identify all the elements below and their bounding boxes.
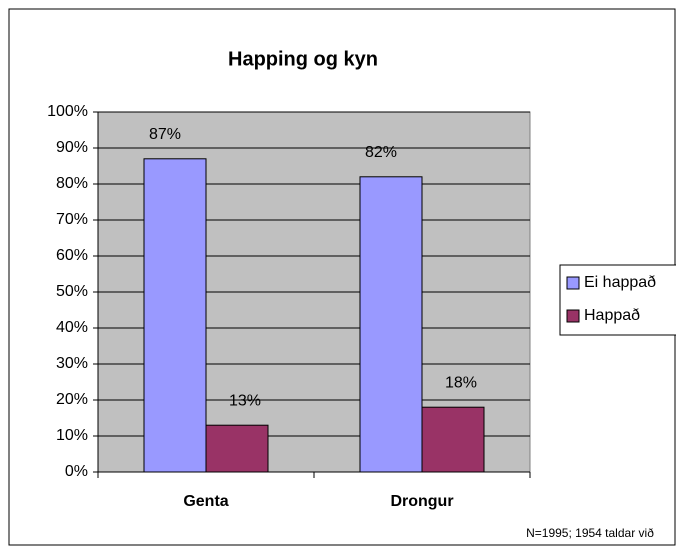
data-label: 13% (229, 392, 261, 409)
x-tick-label: Genta (183, 493, 228, 510)
y-tick-label: 60% (56, 247, 88, 264)
legend-swatch (566, 309, 580, 323)
y-tick-label: 50% (56, 283, 88, 300)
bar (421, 406, 485, 473)
bar (359, 176, 423, 473)
y-tick-label: 40% (56, 319, 88, 336)
data-label: 82% (365, 144, 397, 161)
legend-swatch (566, 276, 580, 290)
data-label: 87% (149, 126, 181, 143)
y-tick-label: 10% (56, 427, 88, 444)
legend-box (559, 264, 676, 336)
y-tick-label: 90% (56, 139, 88, 156)
annotation: N=1995; 1954 taldar við (526, 526, 654, 540)
legend-label: Ei happað (584, 274, 656, 291)
chart-title: Happing og kyn (228, 48, 378, 70)
y-tick-label: 30% (56, 355, 88, 372)
bar (205, 424, 269, 473)
x-tick-label: Drongur (390, 493, 453, 510)
y-tick-label: 80% (56, 175, 88, 192)
data-label: 18% (445, 374, 477, 391)
y-tick-label: 0% (65, 463, 88, 480)
y-tick-label: 100% (47, 103, 88, 120)
legend-label: Happað (584, 307, 640, 324)
y-tick-label: 70% (56, 211, 88, 228)
y-tick-label: 20% (56, 391, 88, 408)
bar (143, 158, 207, 473)
